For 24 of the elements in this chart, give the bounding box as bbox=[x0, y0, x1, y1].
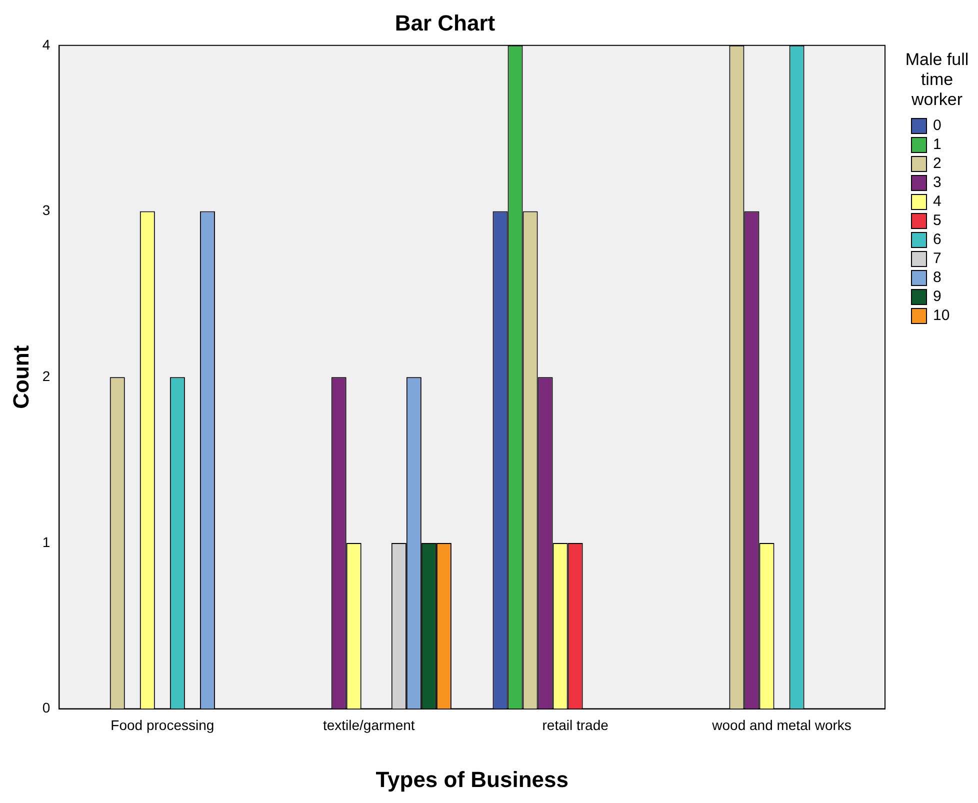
x-tick-label: retail trade bbox=[542, 717, 609, 734]
legend-label: 6 bbox=[933, 231, 942, 248]
x-tick-label: wood and metal works bbox=[711, 717, 852, 734]
legend-title: Male full time worker bbox=[904, 50, 970, 110]
y-tick-label: 0 bbox=[42, 700, 50, 716]
y-tick-label: 3 bbox=[42, 202, 50, 218]
legend-label: 2 bbox=[933, 155, 942, 172]
legend-label: 8 bbox=[933, 269, 942, 286]
legend-label: 4 bbox=[933, 193, 942, 210]
legend-label: 0 bbox=[933, 117, 942, 134]
y-tick-label: 1 bbox=[42, 534, 50, 550]
x-tick-label: textile/garment bbox=[322, 717, 415, 734]
legend-label: 3 bbox=[933, 174, 942, 191]
y-tick-label: 2 bbox=[42, 368, 50, 384]
x-axis-title: Types of Business bbox=[376, 766, 568, 792]
y-tick-label: 4 bbox=[42, 36, 50, 52]
legend-label: 7 bbox=[933, 250, 942, 267]
legend-label: 9 bbox=[933, 288, 942, 305]
legend-label: 5 bbox=[933, 212, 942, 229]
legend-label: 1 bbox=[933, 136, 942, 153]
chart-title: Bar Chart bbox=[394, 10, 496, 36]
legend-label: 10 bbox=[933, 307, 950, 324]
y-axis-title: Count bbox=[8, 344, 34, 409]
x-tick-label: Food processing bbox=[110, 717, 214, 734]
